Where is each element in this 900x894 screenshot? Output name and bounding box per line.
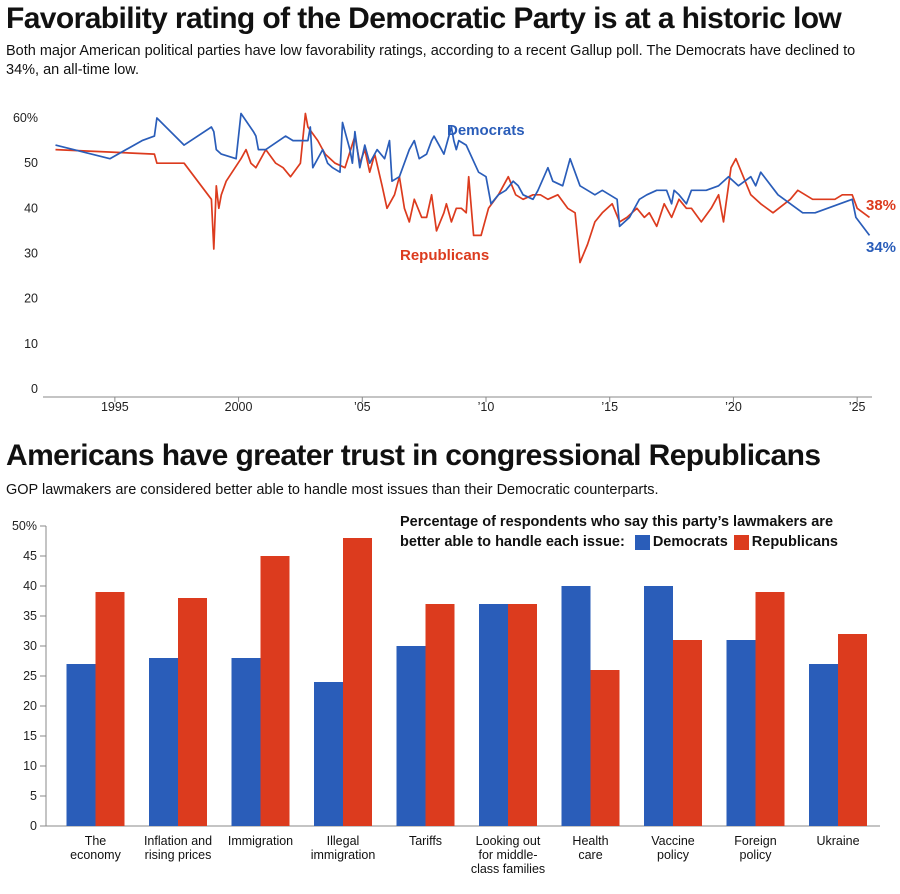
x-tick-label: ’10: [478, 400, 495, 414]
category-label: Foreign: [734, 834, 776, 848]
bar-democrats: [479, 604, 508, 826]
y-tick-label: 5: [30, 789, 37, 803]
category-label: Inflation and: [144, 834, 212, 848]
x-axis: 1995 2000 ’05 ’10 ’15 ’20 ’25: [43, 396, 872, 414]
bar-democrats: [726, 640, 756, 826]
y-tick-label: 20: [24, 292, 38, 306]
bar-republicans: [755, 592, 785, 826]
legend-swatch-democrats: [634, 534, 650, 550]
republicans-favorability-line: [55, 112, 871, 264]
category-label: Vaccine: [651, 834, 695, 848]
category-label: Illegal: [327, 834, 360, 848]
bar-republicans: [343, 538, 372, 826]
democrats-series-label: Democrats: [447, 122, 525, 139]
series-lines: [55, 112, 871, 264]
category-label: class families: [471, 862, 545, 876]
bar-chart-legend: Percentage of respondents who say this p…: [400, 512, 838, 552]
bar-chart-title: Americans have greater trust in congress…: [6, 439, 821, 472]
bar-republicans: [178, 598, 207, 826]
republicans-series-label: Republicans: [400, 247, 489, 264]
x-tick-label: ’05: [354, 400, 371, 414]
democrats-end-value-label: 34%: [866, 239, 896, 256]
category-label: Tariffs: [409, 834, 442, 848]
category-label: for middle-: [478, 848, 537, 862]
legend-heading-line-2: better able to handle each issue:: [400, 534, 625, 550]
category-label: Immigration: [228, 834, 293, 848]
y-tick-label: 50%: [12, 519, 37, 533]
y-tick-label: 45: [23, 549, 37, 563]
bar-chart-subtitle: GOP lawmakers are considered better able…: [6, 482, 659, 498]
bar-republicans: [95, 592, 125, 826]
line-chart-subtitle: Both major American political parties ha…: [6, 43, 856, 78]
line-chart-title: Favorability rating of the Democratic Pa…: [6, 2, 842, 35]
y-tick-label: 40: [24, 201, 38, 215]
legend-heading-line-1: Percentage of respondents who say this p…: [400, 514, 834, 530]
x-tick-label: 2000: [225, 400, 253, 414]
bar-democrats: [396, 646, 426, 826]
bar-democrats: [644, 586, 673, 826]
bar-democrats: [314, 682, 343, 826]
bar-democrats: [231, 658, 261, 826]
legend-swatch-republicans: [733, 534, 749, 550]
y-tick-label: 30: [24, 247, 38, 261]
x-tick-label: ’25: [849, 400, 866, 414]
category-label: immigration: [311, 848, 376, 862]
y-tick-label: 0: [31, 382, 38, 396]
bar-democrats: [149, 658, 178, 826]
y-tick-label: 40: [23, 579, 37, 593]
legend-label-republicans: Republicans: [751, 534, 838, 550]
bars: [66, 538, 867, 826]
y-tick-label: 60%: [13, 111, 38, 125]
bar-republicans: [673, 640, 702, 826]
y-tick-label: 20: [23, 699, 37, 713]
bar-republicans: [425, 604, 455, 826]
bar-republicans: [260, 556, 290, 826]
category-label: care: [578, 848, 602, 862]
y-tick-label: 50: [24, 156, 38, 170]
category-label: rising prices: [145, 848, 212, 862]
bar-democrats: [66, 664, 96, 826]
category-label: policy: [740, 848, 773, 862]
category-label: Ukraine: [816, 834, 859, 848]
bar-republicans: [508, 604, 537, 826]
category-label: The: [85, 834, 107, 848]
x-tick-label: ’20: [725, 400, 742, 414]
y-tick-label: 0: [30, 819, 37, 833]
bar-republicans: [838, 634, 867, 826]
category-label: economy: [70, 848, 121, 862]
bar-democrats: [561, 586, 591, 826]
legend-row: better able to handle each issue: Democr…: [400, 532, 838, 552]
bar-democrats: [809, 664, 838, 826]
democrats-favorability-line: [55, 112, 871, 236]
republicans-end-value-label: 38%: [866, 197, 896, 214]
y-tick-label: 10: [23, 759, 37, 773]
y-tick-label: 10: [24, 337, 38, 351]
y-axis-ticks: 0 10 20 30 40 50 60%: [13, 111, 38, 396]
favorability-line-chart: 0 10 20 30 40 50 60% 1995 2000 ’05 ’10 ’15 ’20 ’25 D…: [13, 111, 896, 414]
category-label: policy: [657, 848, 690, 862]
category-label: Looking out: [476, 834, 541, 848]
x-tick-label: ’15: [601, 400, 618, 414]
y-tick-label: 25: [23, 669, 37, 683]
legend-label-democrats: Democrats: [652, 534, 728, 550]
category-label: Health: [572, 834, 608, 848]
y-tick-label: 30: [23, 639, 37, 653]
bar-republicans: [590, 670, 620, 826]
x-tick-label: 1995: [101, 400, 129, 414]
y-tick-label: 15: [23, 729, 37, 743]
y-tick-label: 35: [23, 609, 37, 623]
